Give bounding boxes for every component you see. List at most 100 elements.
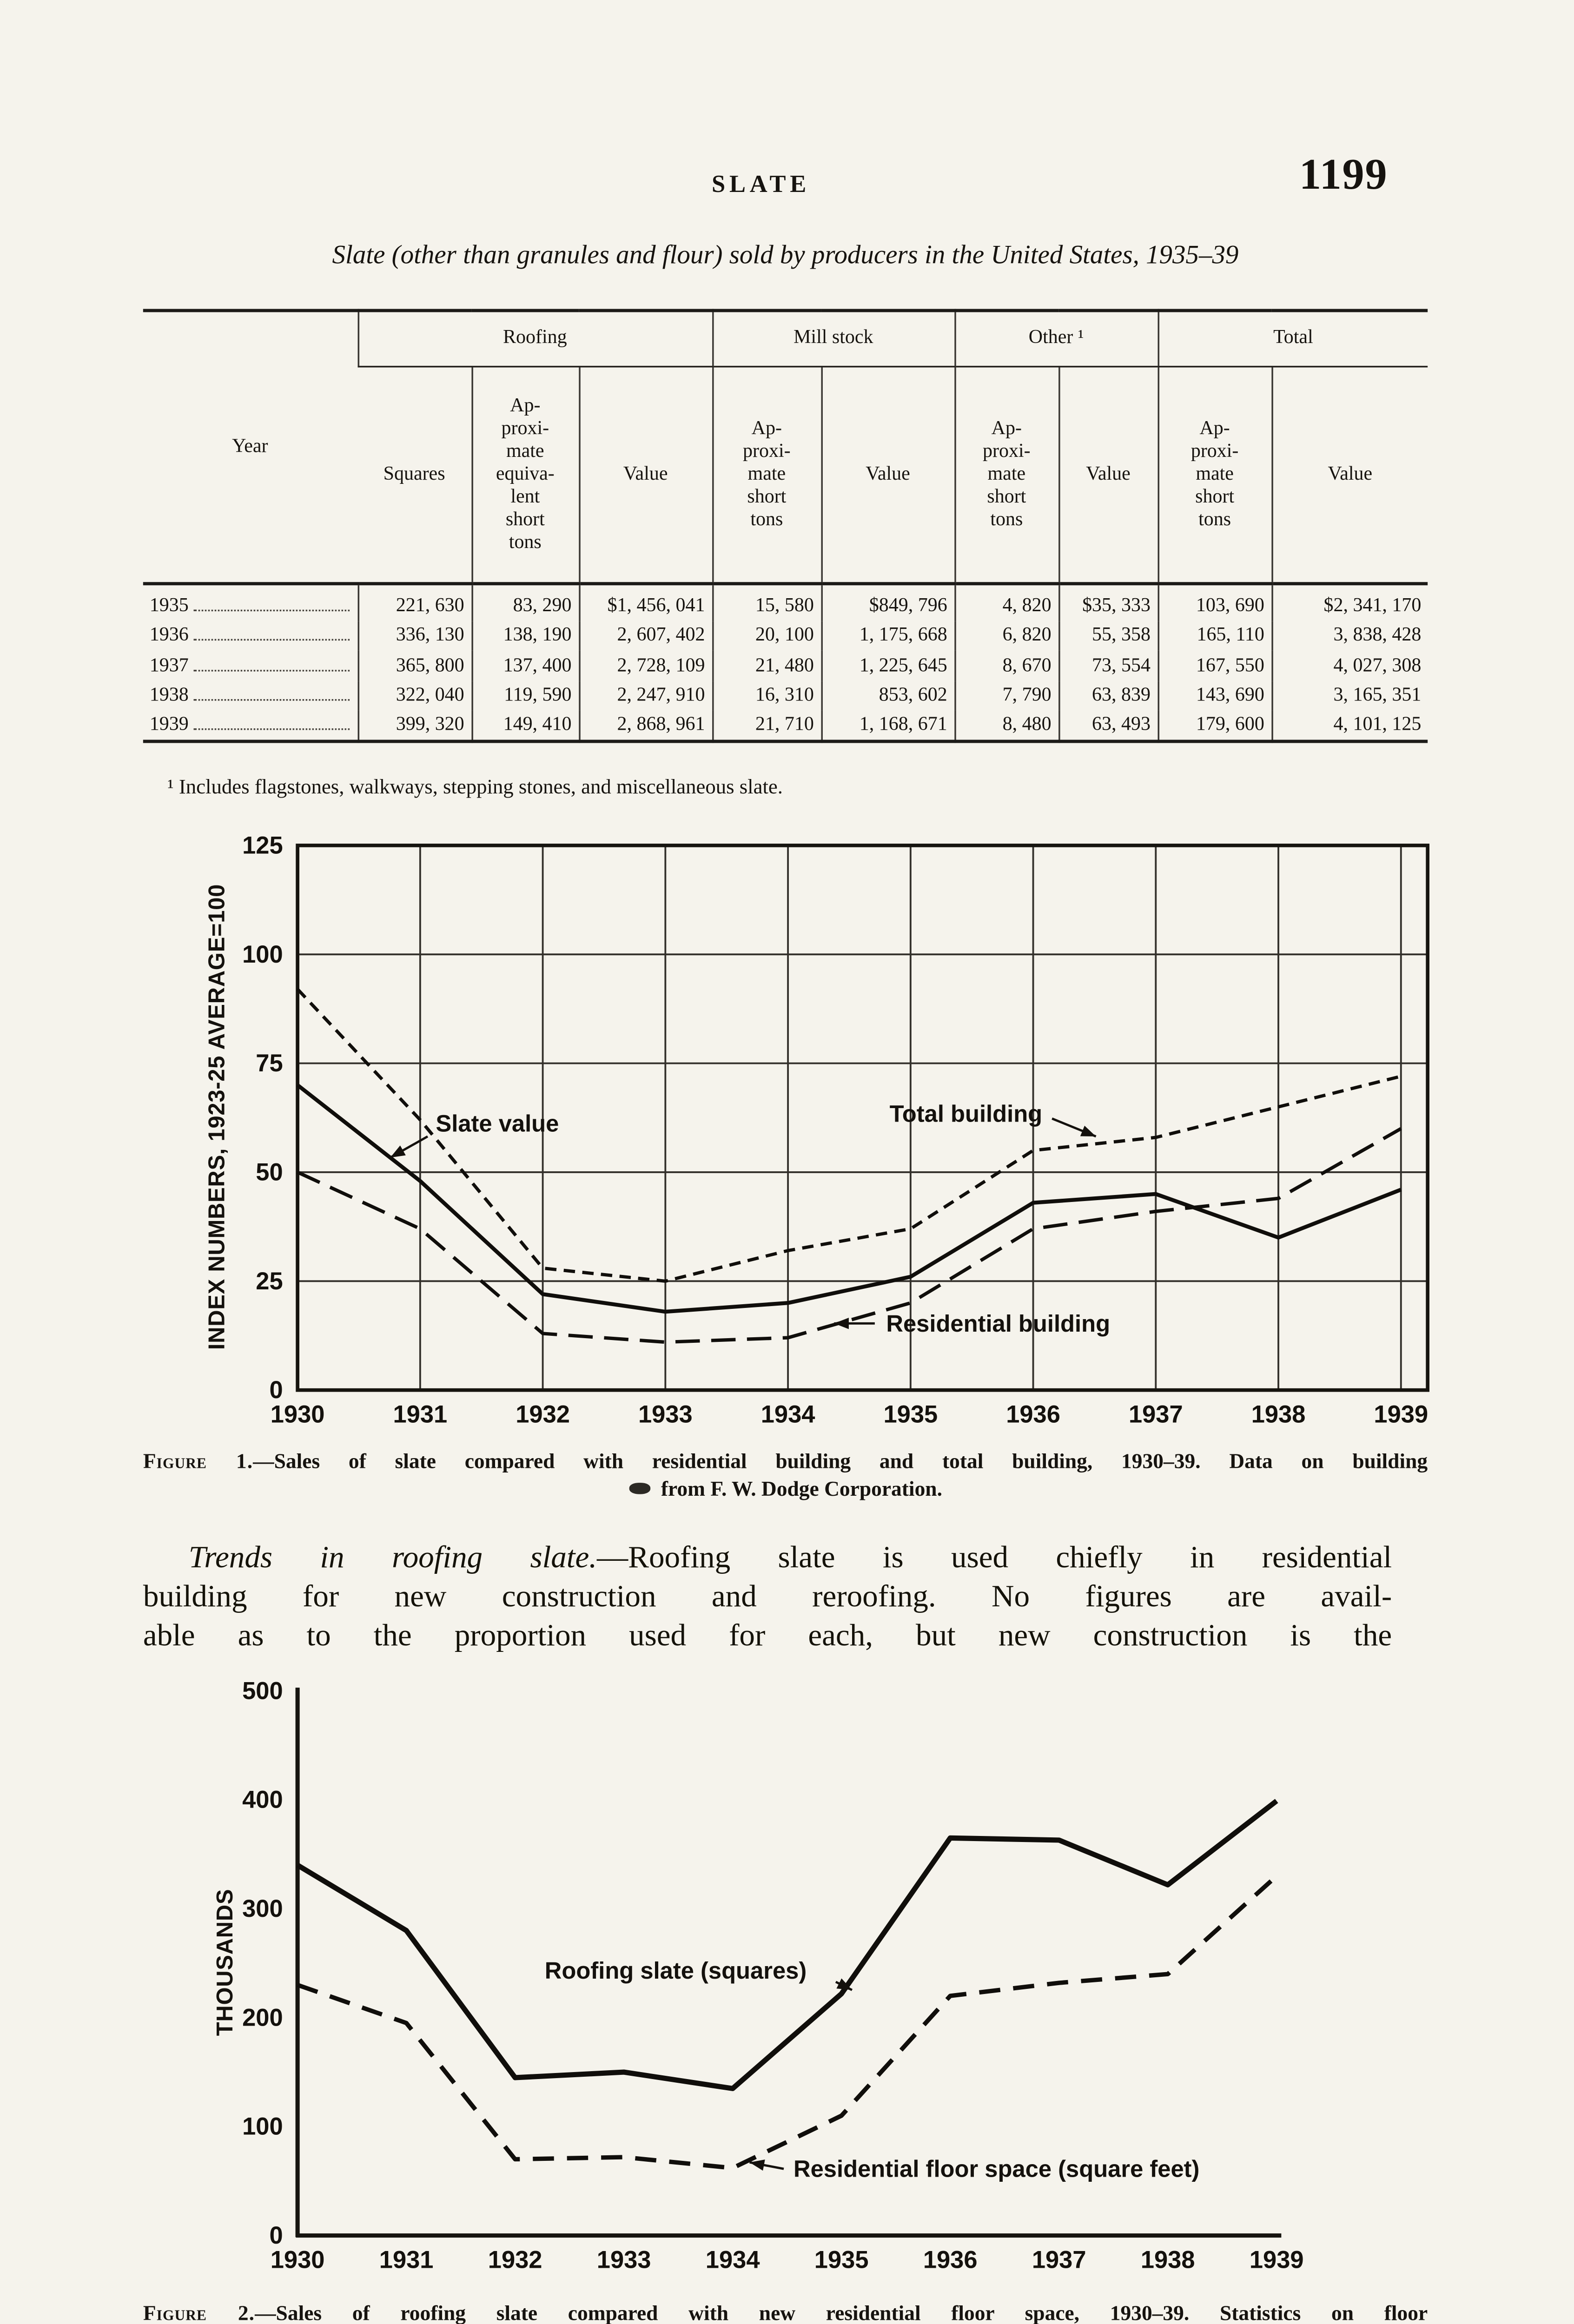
table-cell: $1, 456, 041 — [578, 583, 713, 621]
table-cell: 63, 493 — [1058, 711, 1158, 741]
x-tick-label: 1938 — [1141, 2247, 1195, 2274]
figure2-caption-text: —Sales of roofing slate compared with ne… — [255, 2300, 1428, 2324]
table-cell: 3, 165, 351 — [1270, 680, 1428, 711]
group-header-total: Total — [1157, 310, 1428, 367]
x-tick-label: 1930 — [271, 2247, 325, 2274]
year-cell: 1935 — [143, 584, 358, 621]
dotted-leader — [193, 727, 349, 730]
table-cell: 73, 554 — [1058, 651, 1158, 681]
column-header-roofing-tons: Ap- proxi- mate equiva- lent short tons — [470, 366, 579, 586]
y-tick-label: 125 — [242, 832, 283, 859]
table-row: 1936 336, 130 138, 190 2, 607, 402 20, 100 1,… — [143, 621, 1428, 651]
figure2-chart: 0 100 200 300 400 500 1930 1931 1932 1933 1934 1935… — [212, 1677, 1304, 2274]
y-tick-label: 200 — [242, 2004, 283, 2031]
x-tick-label: 1934 — [761, 1401, 815, 1428]
table-cell: 2, 247, 910 — [578, 680, 713, 711]
y-tick-label: 50 — [256, 1159, 283, 1186]
table-row: 1937 365, 800 137, 400 2, 728, 109 21, 480 1,… — [143, 651, 1428, 681]
series-line-slate-value — [296, 1083, 1402, 1314]
table-title: Slate (other than granules and flour) so… — [332, 239, 1239, 270]
column-header-roofing-value: Value — [578, 366, 713, 586]
series-line-roofing-slate-squares — [296, 1799, 1278, 2091]
table-cell: 55, 358 — [1058, 621, 1158, 651]
table-column-header-row: Squares Ap- proxi- mate equiva- lent sho… — [143, 366, 1428, 586]
figure1-caption-line1: Figure 1.—Sales of slate compared with r… — [143, 1449, 1428, 1474]
table-cell: 2, 728, 109 — [578, 651, 713, 681]
table-cell: 3, 838, 428 — [1270, 621, 1428, 651]
column-header-squares: Squares — [357, 366, 472, 586]
year-cell: 1936 — [143, 621, 358, 651]
figure1-chart: 0 25 50 75 100 125 1930 1931 1932 1933 1934 1935 193… — [205, 832, 1430, 1428]
table-cell: 1, 225, 645 — [820, 651, 955, 681]
column-header-year: Year — [143, 310, 358, 586]
table-cell: 4, 820 — [953, 583, 1059, 621]
y-tick-label: 100 — [242, 941, 283, 968]
year-label: 1937 — [149, 653, 189, 676]
annotation-residential-building: Residential building — [886, 1310, 1110, 1337]
table-cell: 853, 602 — [820, 680, 955, 711]
dotted-leader — [193, 669, 349, 671]
table-cell: 21, 710 — [711, 711, 821, 741]
annotation-arrow — [390, 1135, 429, 1159]
x-tick-label: 1930 — [271, 1401, 325, 1428]
running-head: SLATE — [712, 172, 810, 198]
x-tick-label: 1932 — [488, 2247, 542, 2274]
column-header-other-value: Value — [1058, 366, 1158, 586]
table-cell: $849, 796 — [820, 583, 955, 621]
paragraph-line: able as to the proportion used for each,… — [143, 1619, 1392, 1653]
annotation-arrow — [1052, 1117, 1097, 1138]
table-cell: 167, 550 — [1157, 651, 1272, 681]
y-tick-label: 25 — [256, 1268, 283, 1295]
annotation-roofing-slate-squares: Roofing slate (squares) — [545, 1957, 807, 1984]
dotted-leader — [193, 640, 349, 641]
figure2-label: Figure 2. — [143, 2300, 255, 2324]
year-label: 1936 — [149, 623, 189, 647]
group-header-other: Other ¹ — [953, 310, 1158, 367]
x-tick-label: 1937 — [1129, 1401, 1183, 1428]
dotted-leader — [193, 699, 349, 701]
dotted-leader — [193, 609, 349, 612]
table-row: 1938 322, 040 119, 590 2, 247, 910 16, 310 85… — [143, 680, 1428, 711]
x-tick-label: 1932 — [516, 1401, 570, 1428]
paragraph-line: Trends in roofing slate.—Roofing slate i… — [143, 1540, 1392, 1579]
x-tick-label: 1935 — [814, 2247, 869, 2274]
column-header-total-tons: Ap- proxi- mate short tons — [1157, 366, 1272, 586]
table-cell: 1, 168, 671 — [820, 711, 955, 741]
year-label: 1938 — [149, 683, 189, 706]
table-row: 1939 399, 320 149, 410 2, 868, 961 21, 710 1,… — [143, 711, 1428, 741]
y-tick-label: 0 — [269, 1377, 283, 1404]
x-tick-label: 1933 — [597, 2247, 651, 2274]
table-cell: 16, 310 — [711, 680, 821, 711]
table-cell: 2, 607, 402 — [578, 621, 713, 651]
figure2-caption-line1: Figure 2.—Sales of roofing slate compare… — [143, 2301, 1428, 2324]
column-header-mill-value: Value — [820, 366, 955, 586]
ink-smudge-artifact — [628, 1482, 650, 1493]
figure1-caption-text2: from F. W. Dodge Corporation. — [661, 1475, 942, 1500]
table-cell: 322, 040 — [357, 680, 472, 711]
group-header-mill-stock: Mill stock — [711, 310, 955, 367]
table-cell: 1, 175, 668 — [820, 621, 955, 651]
table-cell: 20, 100 — [711, 621, 821, 651]
y-axis-title: THOUSANDS — [212, 1889, 238, 2036]
figure1-label: Figure 1. — [143, 1448, 253, 1473]
y-tick-label: 300 — [242, 1895, 283, 1922]
table-cell: 8, 670 — [953, 651, 1059, 681]
table-cell: 119, 590 — [470, 680, 579, 711]
y-tick-label: 400 — [242, 1787, 283, 1814]
table-cell: 143, 690 — [1157, 680, 1272, 711]
table-cell: 4, 101, 125 — [1270, 711, 1428, 741]
plot-border — [296, 844, 1430, 1392]
column-header-total-value: Value — [1270, 366, 1428, 586]
x-tick-label: 1939 — [1250, 2247, 1304, 2274]
table-cell: 336, 130 — [357, 621, 472, 651]
x-tick-label: 1938 — [1251, 1401, 1306, 1428]
year-label: 1939 — [149, 711, 189, 734]
annotation-arrow — [835, 1978, 853, 1991]
annotation-residential-floor-space-square-feet: Residential floor space (square feet) — [794, 2156, 1199, 2182]
table-cell: $35, 333 — [1058, 583, 1158, 621]
paragraph-line: building for new construction and reroof… — [143, 1580, 1392, 1615]
y-axis-title: INDEX NUMBERS, 1923-25 AVERAGE=100 — [205, 884, 230, 1350]
table-cell: 15, 580 — [711, 583, 821, 621]
x-tick-label: 1934 — [706, 2247, 760, 2274]
figure1-caption-text: —Sales of slate compared with residentia… — [253, 1448, 1428, 1473]
